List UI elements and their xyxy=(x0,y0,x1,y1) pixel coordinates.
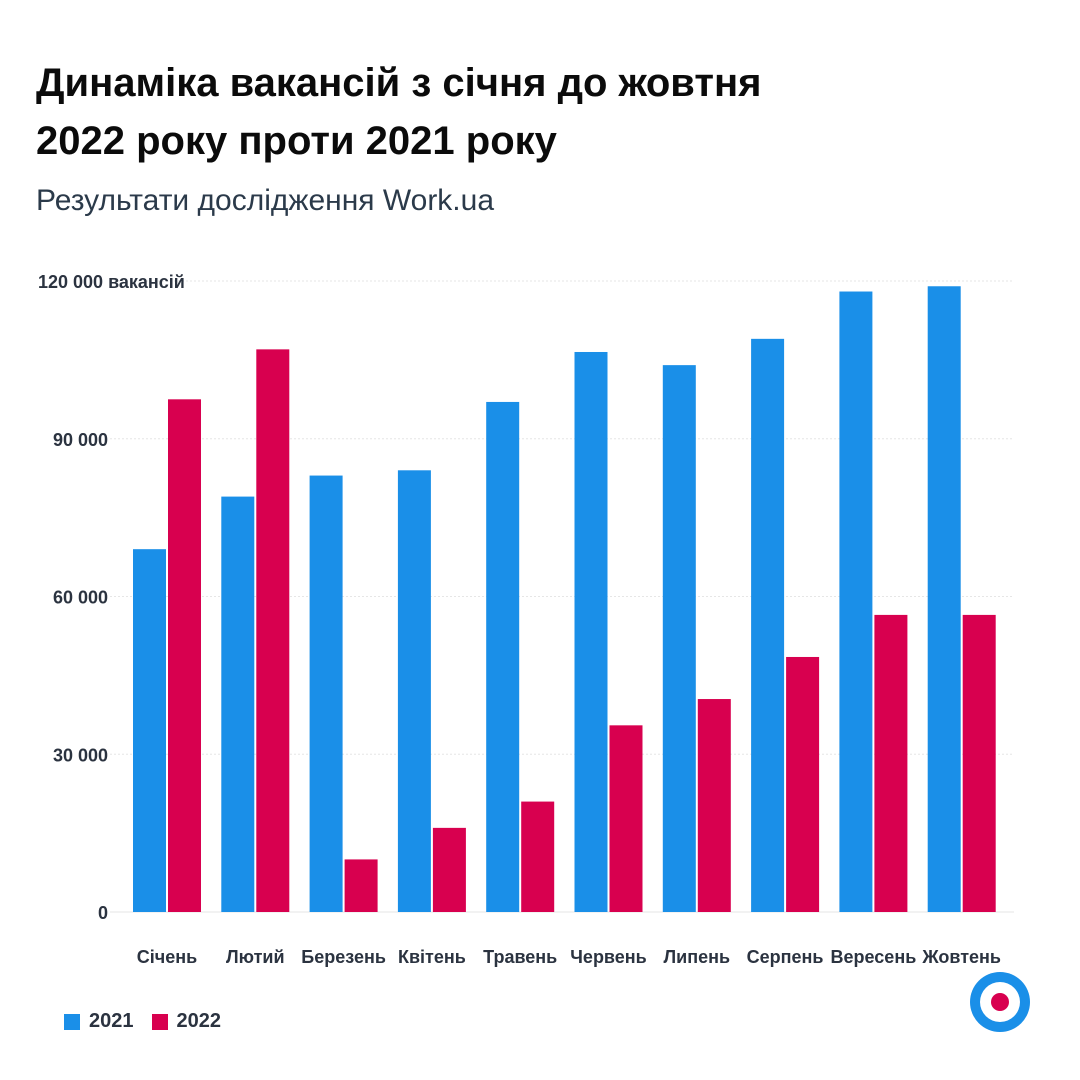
bar-2021-2 xyxy=(221,496,255,912)
bar-2022-3 xyxy=(344,859,378,912)
y-tick-label: 0 xyxy=(98,903,108,923)
legend: 2021 2022 xyxy=(64,1010,229,1033)
bar-2022-6 xyxy=(609,725,643,912)
bar-2022-10 xyxy=(962,614,996,912)
bar-2021-8 xyxy=(751,338,785,912)
bar-2021-9 xyxy=(839,291,873,912)
y-tick-label: 90 000 xyxy=(53,430,108,450)
legend-item-2021: 2021 xyxy=(64,1010,134,1033)
bar-2021-1 xyxy=(133,549,166,912)
chart-subtitle: Результати дослідження Work.ua xyxy=(36,184,495,217)
title-line-1: Динаміка вакансій з січня до жовтня xyxy=(36,61,762,105)
bar-2022-4 xyxy=(432,827,466,912)
legend-label-2022: 2022 xyxy=(176,1010,222,1032)
x-tick-label: Лютий xyxy=(226,947,285,967)
x-tick-label: Вересень xyxy=(831,947,917,967)
bar-2022-5 xyxy=(521,801,555,912)
legend-label-2021: 2021 xyxy=(89,1010,134,1032)
y-tick-label: 30 000 xyxy=(53,745,108,765)
title-line-2: 2022 року проти 2021 року xyxy=(36,119,557,163)
bar-2021-3 xyxy=(309,475,343,912)
chart-title: Динаміка вакансій з січня до жовтня 2022… xyxy=(36,54,1036,170)
bar-2021-6 xyxy=(574,351,608,912)
x-tick-label: Жовтень xyxy=(921,947,1001,967)
bar-2021-10 xyxy=(927,286,961,913)
bar-chart: 0 30 000 60 000 90 000 120 000 вакансій Січен… xyxy=(38,272,1014,967)
bar-2021-7 xyxy=(662,365,696,913)
x-tick-label: Березень xyxy=(301,947,386,967)
x-tick-label: Січень xyxy=(137,947,197,967)
x-tick-label: Червень xyxy=(570,947,646,967)
legend-swatch-2021 xyxy=(64,1013,80,1030)
bar-2022-9 xyxy=(874,614,908,912)
legend-swatch-2022 xyxy=(151,1013,168,1030)
legend-item-2022: 2022 xyxy=(151,1010,222,1033)
bar-2021-5 xyxy=(486,401,520,912)
x-tick-label: Липень xyxy=(664,947,731,967)
y-tick-label: 120 000 вакансій xyxy=(38,272,185,292)
bar-2022-2 xyxy=(256,349,290,912)
bar-2022-7 xyxy=(697,699,731,912)
work-ua-logo-icon xyxy=(970,972,1030,1032)
x-tick-label: Травень xyxy=(483,947,557,967)
x-tick-label: Квітень xyxy=(398,947,466,967)
x-tick-label: Серпень xyxy=(747,947,824,967)
bar-2022-1 xyxy=(168,399,201,912)
bar-2022-8 xyxy=(786,656,820,912)
bar-2021-4 xyxy=(397,470,431,912)
y-tick-label: 60 000 xyxy=(53,588,108,608)
